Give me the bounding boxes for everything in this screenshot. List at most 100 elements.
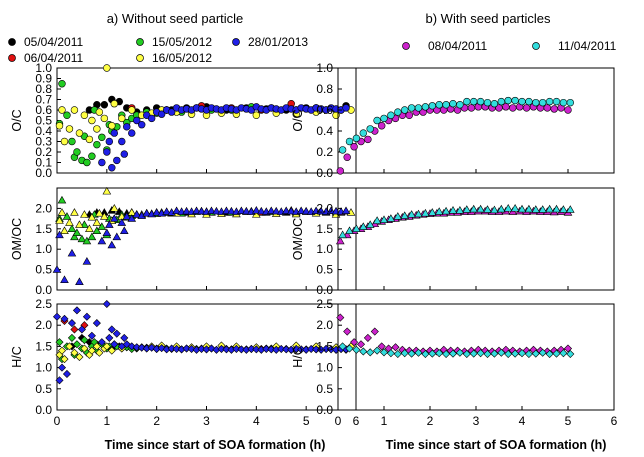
data-point [55, 216, 64, 224]
legend-marker [8, 38, 16, 46]
data-point [197, 206, 206, 215]
y-tick-label: 1.0 [316, 242, 333, 256]
data-point [262, 344, 271, 353]
data-point [142, 208, 152, 217]
data-point [120, 150, 128, 158]
x-axis-label-right: Time since start of SOA formation (h) [386, 438, 607, 452]
data-point [455, 206, 465, 214]
y-tick-label: 1.5 [316, 222, 333, 236]
y-axis-label: OM/OC [10, 218, 24, 260]
x-tick-label: 3 [203, 414, 210, 428]
legend-marker [402, 42, 410, 50]
data-point [95, 208, 104, 217]
data-point [297, 345, 306, 354]
data-point [80, 344, 89, 353]
data-point [345, 226, 354, 234]
data-point [95, 108, 104, 116]
data-point [72, 228, 82, 237]
data-point [350, 143, 358, 151]
plot-b-hc: 0.0 0.5 1.0 1.5 2.0 2.5 0 1 2 3 4 5 6 H/C [291, 297, 618, 428]
y-tick-label: 0.0 [35, 166, 52, 180]
data-point [525, 97, 533, 106]
y-tick-label: 1.0 [35, 361, 52, 375]
data-point [476, 97, 485, 106]
legend-item: 11/04/2011 [532, 39, 617, 53]
y-tick-label: 1.0 [316, 61, 333, 75]
data-point [552, 97, 561, 106]
data-point [55, 122, 64, 130]
data-point [364, 135, 372, 144]
data-point [77, 325, 86, 334]
legend-item: 28/01/2013 [232, 35, 308, 49]
data-point [122, 340, 131, 349]
data-point [102, 342, 111, 351]
data-point [322, 344, 331, 353]
data-point [358, 222, 368, 230]
data-point [338, 342, 347, 351]
data-point [483, 350, 492, 359]
data-point [103, 148, 111, 156]
data-point [372, 216, 382, 224]
data-point [345, 344, 354, 353]
data-point [113, 156, 121, 165]
data-point [75, 277, 84, 285]
data-point [217, 344, 226, 353]
data-point [559, 205, 568, 213]
data-point [545, 350, 554, 359]
data-point [109, 214, 119, 222]
series-2011-04-11 [338, 96, 574, 154]
data-point [97, 222, 107, 230]
data-point [60, 226, 69, 234]
legend-item: 05/04/2011 [8, 35, 83, 49]
data-point [490, 205, 499, 214]
data-point [552, 204, 561, 213]
x-tick-label: 4 [519, 414, 526, 428]
data-point [75, 220, 84, 228]
data-point [565, 205, 575, 213]
data-point [80, 111, 89, 119]
data-point [281, 206, 291, 214]
y-tick-label: 0.0 [316, 283, 333, 297]
data-point [370, 327, 379, 336]
data-point [386, 349, 395, 358]
data-point [428, 102, 436, 110]
data-point [87, 232, 97, 241]
data-point [407, 210, 416, 218]
data-point [108, 164, 116, 172]
data-point [252, 206, 261, 214]
data-point [60, 137, 69, 146]
y-tick-label: 0.5 [35, 114, 52, 128]
data-point [119, 226, 129, 234]
series-2011-04-08 [336, 103, 572, 175]
data-point [282, 345, 291, 354]
y-axis-label: H/C [10, 346, 24, 368]
data-point [400, 211, 410, 219]
data-point [350, 338, 359, 347]
data-point [167, 108, 176, 116]
data-point [522, 104, 531, 112]
data-point [341, 206, 351, 214]
y-tick-label: 0.0 [316, 403, 333, 417]
data-point [83, 158, 91, 167]
data-point [72, 340, 81, 349]
data-point [393, 212, 403, 220]
legend-item: 16/05/2012 [136, 51, 212, 65]
data-point [70, 348, 79, 357]
data-point [62, 212, 72, 220]
data-point [212, 206, 221, 215]
data-point [470, 97, 478, 106]
data-point [117, 218, 127, 226]
data-point [87, 212, 97, 221]
data-point [531, 205, 541, 213]
legend-label: 06/04/2011 [24, 51, 83, 65]
data-point [123, 123, 131, 131]
data-point [326, 206, 336, 214]
legend-label: 15/05/2012 [152, 35, 212, 49]
data-point [476, 204, 485, 213]
data-point [157, 110, 166, 118]
panel-a-title: a) Without seed particle [107, 11, 244, 26]
data-point [100, 114, 109, 123]
data-point [365, 220, 375, 228]
y-tick-label: 0.2 [35, 145, 52, 159]
data-point [75, 352, 84, 362]
